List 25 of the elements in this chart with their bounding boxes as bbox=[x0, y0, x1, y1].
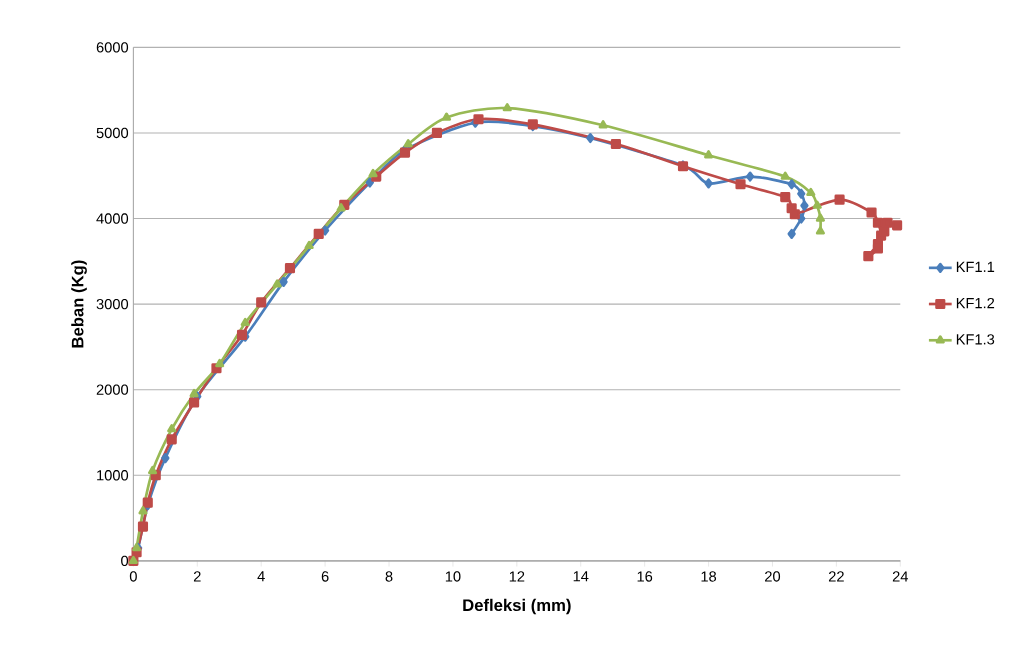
y-tick-label: 5000 bbox=[96, 127, 129, 139]
x-tick-label: 24 bbox=[892, 571, 909, 582]
x-tick-label: 14 bbox=[573, 571, 589, 582]
x-tick-label: 6 bbox=[321, 571, 329, 582]
y-tick-label: 1000 bbox=[97, 469, 129, 481]
x-tick-label: 18 bbox=[701, 571, 717, 582]
x-axis-title: Defleksi (mm) bbox=[463, 598, 571, 615]
y-tick-label: 3000 bbox=[96, 298, 129, 310]
legend-label: KF1.3 bbox=[956, 334, 995, 345]
y-tick-label: 4000 bbox=[96, 213, 129, 224]
x-tick-label: 4 bbox=[257, 571, 265, 582]
y-axis-title: Beban (Kg) bbox=[71, 260, 87, 348]
x-tick-label: 22 bbox=[828, 571, 844, 582]
x-tick-label: 0 bbox=[129, 571, 137, 582]
x-tick-label: 12 bbox=[509, 571, 525, 582]
x-tick-label: 16 bbox=[637, 571, 653, 582]
legend-label: KF1.1 bbox=[956, 261, 995, 272]
y-tick-label: 2000 bbox=[96, 384, 129, 395]
x-tick-label: 20 bbox=[765, 571, 781, 582]
legend-label: KF1.2 bbox=[956, 297, 995, 309]
x-tick-label: 10 bbox=[445, 571, 461, 582]
x-tick-label: 8 bbox=[385, 571, 393, 582]
y-tick-label: 0 bbox=[121, 555, 129, 566]
x-tick-label: 2 bbox=[193, 571, 201, 582]
y-tick-label: 6000 bbox=[96, 42, 129, 53]
